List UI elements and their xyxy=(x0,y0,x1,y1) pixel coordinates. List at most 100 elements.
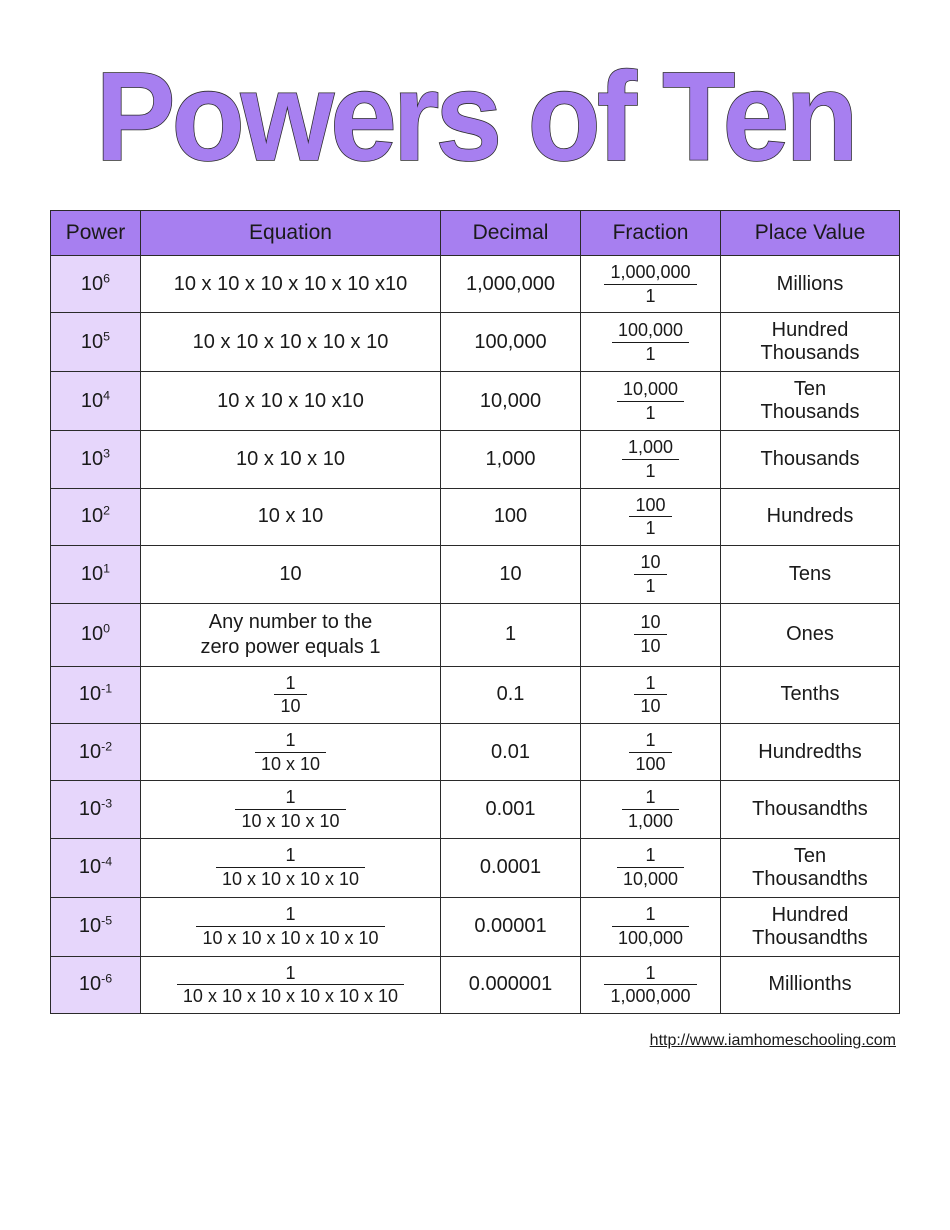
power-base: 10 xyxy=(81,563,103,585)
fraction-denominator: 1 xyxy=(629,516,671,539)
fraction-denominator: 1 xyxy=(604,284,696,307)
equation-numerator: 1 xyxy=(255,730,326,752)
power-cell: 103 xyxy=(51,431,141,488)
place-value-cell: Hundreds xyxy=(721,488,900,545)
equation-text: Any number to thezero power equals 1 xyxy=(147,610,434,660)
power-base: 10 xyxy=(79,915,101,937)
equation-cell: 10 x 10 x 10 x 10 x 10 x10 xyxy=(141,256,441,313)
col-header-fraction: Fraction xyxy=(581,211,721,256)
decimal-cell: 1 xyxy=(441,603,581,666)
decimal-cell: 0.00001 xyxy=(441,897,581,956)
footer-link[interactable]: http://www.iamhomeschooling.com xyxy=(50,1032,900,1050)
fraction-cell: 110,000 xyxy=(581,838,721,897)
fraction: 1100,000 xyxy=(612,904,689,948)
power-cell: 10-6 xyxy=(51,956,141,1013)
fraction-numerator: 1 xyxy=(617,845,684,867)
place-value-cell: TenThousandths xyxy=(721,838,900,897)
fraction-cell: 1,000,0001 xyxy=(581,256,721,313)
fraction: 110,000 xyxy=(617,845,684,889)
power-base: 10 xyxy=(81,623,103,645)
col-header-power: Power xyxy=(51,211,141,256)
power-cell: 104 xyxy=(51,372,141,431)
fraction-denominator: 1 xyxy=(612,342,689,365)
equation-numerator: 1 xyxy=(216,845,365,867)
power-exponent: 0 xyxy=(103,621,110,635)
equation-fraction: 110 x 10 x 10 x 10 xyxy=(216,845,365,889)
power-exponent: -6 xyxy=(101,972,112,986)
equation-numerator: 1 xyxy=(196,904,384,926)
power-base: 10 xyxy=(81,448,103,470)
equation-cell: 110 x 10 x 10 x 10 xyxy=(141,838,441,897)
place-value-cell: Tens xyxy=(721,546,900,603)
place-value-cell: Thousands xyxy=(721,431,900,488)
fraction-denominator: 1 xyxy=(622,459,679,482)
fraction-cell: 1100,000 xyxy=(581,897,721,956)
table-row: 10-11100.1110Tenths xyxy=(51,666,900,723)
place-value-cell: HundredThousandths xyxy=(721,897,900,956)
power-base: 10 xyxy=(79,973,101,995)
fraction-cell: 11,000 xyxy=(581,781,721,838)
table-row: 104 10 x 10 x 10 x10 10,00010,0001 TenThous… xyxy=(51,372,900,431)
power-cell: 102 xyxy=(51,488,141,545)
power-exponent: -4 xyxy=(101,854,112,868)
place-value-cell: TenThousands xyxy=(721,372,900,431)
table-row: 10-4110 x 10 x 10 x 100.0001110,000TenTh… xyxy=(51,838,900,897)
fraction: 101 xyxy=(634,552,666,596)
power-cell: 10-3 xyxy=(51,781,141,838)
equation-denominator: 10 x 10 x 10 xyxy=(235,809,345,832)
equation-cell: 110 x 10 xyxy=(141,723,441,780)
power-exponent: 5 xyxy=(103,329,110,343)
table-header-row: Power Equation Decimal Fraction Place Va… xyxy=(51,211,900,256)
fraction: 1100 xyxy=(629,730,671,774)
fraction-cell: 1100 xyxy=(581,723,721,780)
fraction-numerator: 10 xyxy=(634,612,666,634)
place-value-cell: Hundredths xyxy=(721,723,900,780)
fraction: 10,0001 xyxy=(617,379,684,423)
fraction-cell: 10,0001 xyxy=(581,372,721,431)
power-exponent: 6 xyxy=(103,271,110,285)
decimal-cell: 0.0001 xyxy=(441,838,581,897)
fraction-denominator: 10 xyxy=(634,634,666,657)
fraction: 110 xyxy=(634,673,666,717)
fraction-denominator: 1,000 xyxy=(622,809,679,832)
power-cell: 10-1 xyxy=(51,666,141,723)
power-cell: 106 xyxy=(51,256,141,313)
equation-text: 10 x 10 x 10 x10 xyxy=(217,390,364,412)
equation-cell: 110 xyxy=(141,666,441,723)
power-cell: 10-2 xyxy=(51,723,141,780)
fraction-numerator: 1 xyxy=(634,673,666,695)
page-title: Powers of Ten xyxy=(50,60,900,190)
power-base: 10 xyxy=(79,741,101,763)
fraction-numerator: 1 xyxy=(629,730,671,752)
fraction: 1,000,0001 xyxy=(604,262,696,306)
power-exponent: -3 xyxy=(101,796,112,810)
decimal-cell: 1,000,000 xyxy=(441,256,581,313)
fraction: 1010 xyxy=(634,612,666,656)
fraction-cell: 11,000,000 xyxy=(581,956,721,1013)
power-cell: 101 xyxy=(51,546,141,603)
fraction-cell: 1001 xyxy=(581,488,721,545)
power-base: 10 xyxy=(81,390,103,412)
power-exponent: 4 xyxy=(103,388,110,402)
table-row: 10-6110 x 10 x 10 x 10 x 10 x 100.000001… xyxy=(51,956,900,1013)
title-text: Powers of Ten xyxy=(95,60,854,187)
fraction-denominator: 10,000 xyxy=(617,867,684,890)
equation-cell: 10 x 10 x 10 x 10 x 10 xyxy=(141,313,441,372)
fraction-denominator: 100 xyxy=(629,752,671,775)
table-row: 10310 x 10 x 101,0001,0001Thousands xyxy=(51,431,900,488)
equation-fraction: 110 xyxy=(274,673,306,717)
fraction-numerator: 10,000 xyxy=(617,379,684,401)
equation-cell: 110 x 10 x 10 x 10 x 10 x 10 xyxy=(141,956,441,1013)
power-base: 10 xyxy=(79,798,101,820)
fraction-numerator: 1 xyxy=(612,904,689,926)
fraction: 11,000 xyxy=(622,787,679,831)
place-value-cell: Ones xyxy=(721,603,900,666)
decimal-cell: 100,000 xyxy=(441,313,581,372)
decimal-cell: 0.000001 xyxy=(441,956,581,1013)
equation-cell: 110 x 10 x 10 x 10 x 10 xyxy=(141,897,441,956)
place-value-cell: Thousandths xyxy=(721,781,900,838)
equation-denominator: 10 x 10 x 10 x 10 x 10 xyxy=(196,926,384,949)
fraction-denominator: 1 xyxy=(617,401,684,424)
table-row: 10-5110 x 10 x 10 x 10 x 100.000011100,0… xyxy=(51,897,900,956)
equation-numerator: 1 xyxy=(274,673,306,695)
